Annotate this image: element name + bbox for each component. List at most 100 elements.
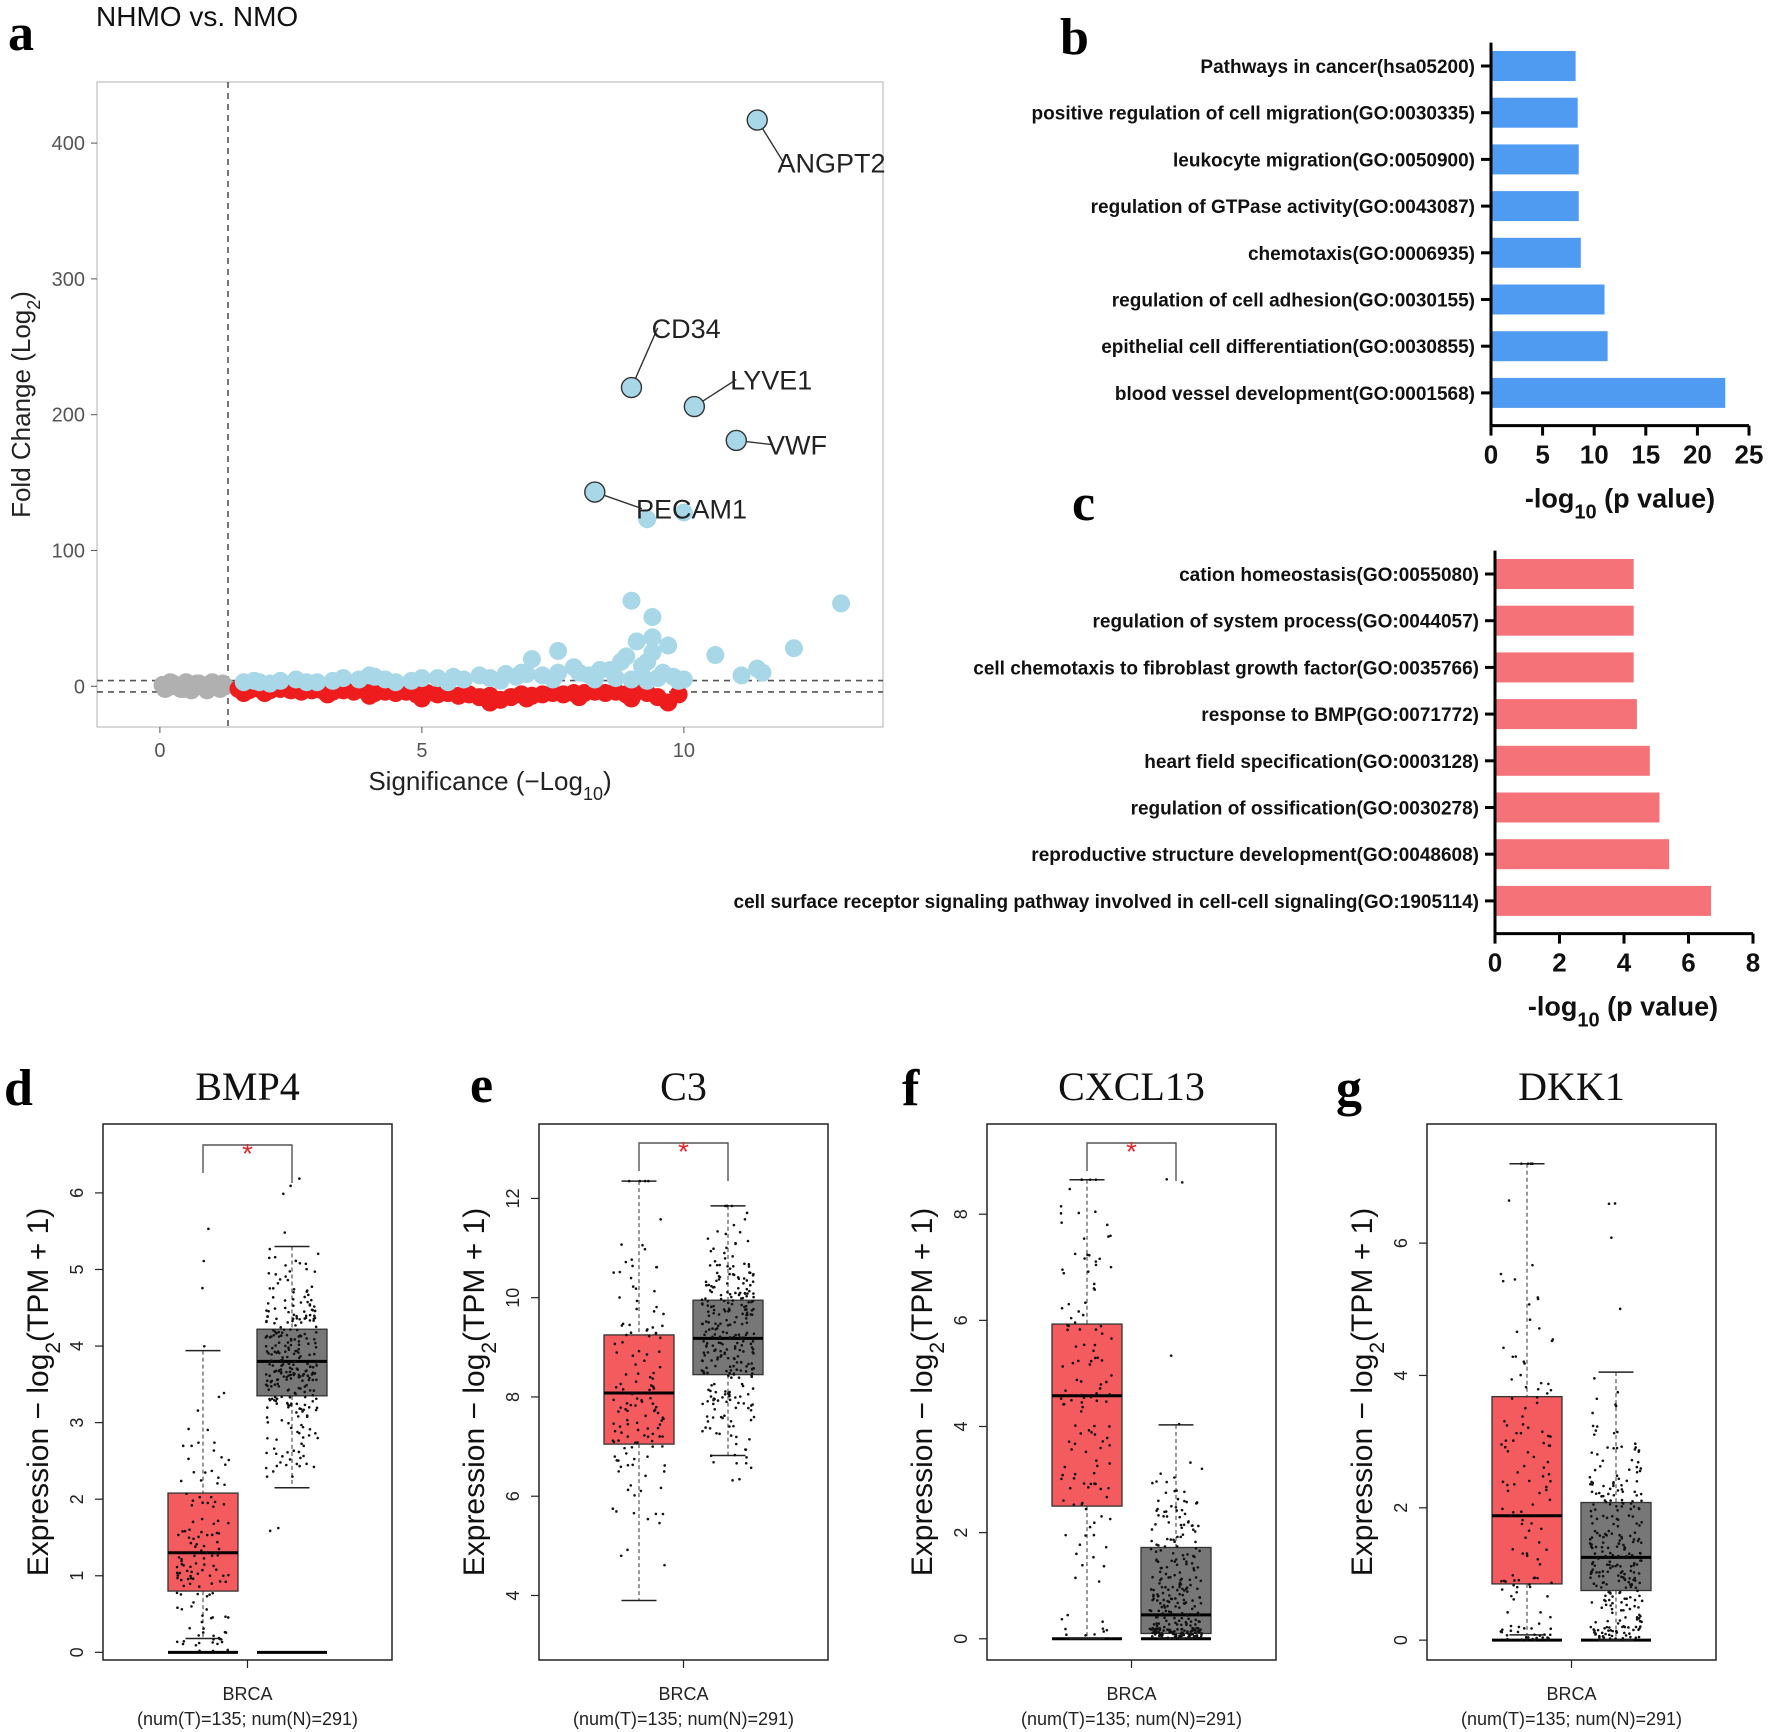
normal-outlier-point	[1610, 1236, 1613, 1239]
normal-sample-point	[751, 1372, 754, 1375]
normal-sample-point	[289, 1377, 293, 1380]
tumor-sample-point	[1087, 1429, 1091, 1432]
normal-sample-point	[1595, 1397, 1599, 1401]
up-point	[334, 669, 353, 688]
plot-title: NHMO vs. NMO	[96, 1, 298, 32]
tumor-sample-point	[662, 1312, 665, 1316]
tumor-sample-point	[189, 1565, 192, 1569]
normal-sample-point	[265, 1309, 268, 1312]
normal-sample-point	[742, 1282, 745, 1285]
normal-sample-point	[265, 1320, 268, 1324]
tumor-sample-point	[651, 1445, 654, 1448]
up-point	[832, 594, 851, 613]
normal-sample-point	[1590, 1480, 1593, 1484]
normal-sample-point	[283, 1306, 287, 1310]
tumor-sample-point	[1517, 1578, 1521, 1582]
bar	[1492, 191, 1579, 222]
up-point	[606, 669, 625, 688]
tumor-sample-point	[1097, 1580, 1101, 1583]
normal-sample-point	[1192, 1568, 1196, 1572]
normal-sample-point	[311, 1394, 315, 1397]
tumor-sample-point	[187, 1536, 191, 1539]
normal-sample-point	[747, 1300, 751, 1304]
normal-sample-point	[1628, 1607, 1632, 1611]
normal-sample-point	[1632, 1628, 1635, 1632]
normal-outlier-point	[289, 1184, 292, 1188]
normal-sample-point	[296, 1415, 300, 1418]
up-point	[512, 663, 531, 682]
normal-sample-point	[313, 1309, 317, 1313]
normal-sample-point	[706, 1420, 710, 1423]
tumor-sample-point	[634, 1363, 637, 1366]
normal-sample-point	[750, 1374, 753, 1378]
tumor-sample-point	[200, 1620, 204, 1624]
normal-sample-point	[1608, 1487, 1612, 1491]
tumor-sample-point	[1084, 1450, 1088, 1454]
normal-sample-point	[287, 1388, 291, 1391]
normal-sample-point	[732, 1424, 735, 1428]
x-axis-sample-count: (num(T)=135; num(N)=291)	[137, 1709, 358, 1729]
tumor-sample-point	[192, 1537, 195, 1541]
tumor-sample-point	[210, 1554, 214, 1557]
tumor-sample-point	[1536, 1387, 1540, 1391]
normal-sample-point	[750, 1346, 754, 1349]
normal-sample-point	[1605, 1582, 1608, 1586]
normal-sample-point	[1170, 1504, 1173, 1508]
normal-sample-point	[302, 1372, 306, 1376]
tumor-sample-point	[652, 1371, 655, 1375]
normal-sample-point	[268, 1362, 271, 1366]
tumor-sample-point	[1095, 1399, 1099, 1403]
normal-sample-point	[713, 1349, 716, 1353]
normal-sample-point	[719, 1293, 723, 1297]
normal-sample-point	[1590, 1490, 1594, 1494]
category-label: cell chemotaxis to fibroblast growth fac…	[973, 658, 1479, 679]
y-tick-label: 2	[67, 1494, 87, 1504]
normal-sample-point	[1620, 1498, 1624, 1502]
normal-sample-point	[295, 1317, 299, 1320]
normal-sample-point	[1610, 1532, 1614, 1535]
value-tick-label: 2	[1552, 948, 1566, 978]
tumor-sample-point	[1101, 1620, 1104, 1623]
normal-sample-point	[704, 1297, 707, 1300]
normal-sample-point	[1608, 1626, 1611, 1629]
tumor-sample-point	[1082, 1237, 1086, 1240]
normal-sample-point	[297, 1340, 301, 1343]
tumor-sample-point	[1530, 1627, 1533, 1630]
tumor-sample-point	[1108, 1393, 1111, 1396]
tumor-sample-point	[211, 1591, 215, 1595]
tumor-sample-point	[182, 1640, 186, 1643]
normal-sample-point	[1596, 1453, 1599, 1456]
normal-sample-point	[1611, 1611, 1614, 1615]
normal-sample-point	[287, 1374, 290, 1377]
normal-sample-point	[265, 1475, 269, 1478]
normal-sample-point	[700, 1298, 704, 1302]
tumor-sample-point	[1110, 1374, 1113, 1377]
tumor-sample-point	[1546, 1460, 1550, 1464]
tumor-sample-point	[1075, 1552, 1078, 1556]
normal-sample-point	[1169, 1597, 1173, 1601]
tumor-sample-point	[1108, 1443, 1111, 1447]
labeled-point	[683, 395, 706, 418]
normal-sample-point	[267, 1309, 270, 1313]
normal-sample-point	[1625, 1479, 1629, 1483]
normal-sample-point	[1163, 1545, 1167, 1548]
y-axis-label-sub: 2	[24, 300, 44, 310]
tumor-sample-point	[1078, 1328, 1082, 1331]
tumor-sample-point	[639, 1489, 643, 1493]
normal-sample-point	[1154, 1550, 1158, 1554]
normal-sample-point	[1197, 1636, 1201, 1640]
normal-sample-point	[1592, 1582, 1596, 1586]
tumor-sample-point	[1547, 1434, 1550, 1438]
normal-sample-point	[289, 1402, 293, 1405]
normal-sample-point	[1166, 1604, 1169, 1608]
normal-sample-point	[710, 1305, 713, 1309]
normal-sample-point	[723, 1352, 726, 1356]
point-label: ANGPT2	[777, 148, 885, 178]
normal-sample-point	[734, 1442, 738, 1446]
normal-sample-point	[1627, 1514, 1631, 1517]
normal-sample-point	[731, 1255, 734, 1258]
tumor-sample-point	[1081, 1563, 1084, 1567]
tumor-sample-point	[1520, 1522, 1524, 1526]
tumor-sample-point	[1521, 1518, 1524, 1522]
